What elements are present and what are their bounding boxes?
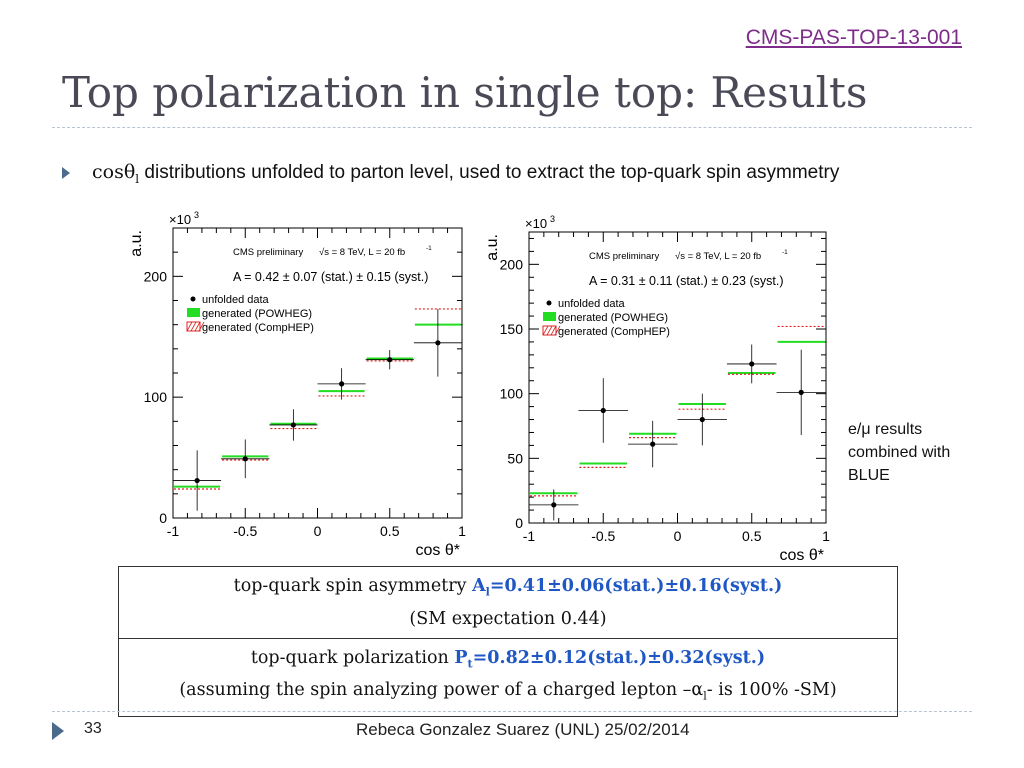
bullet-body: distributions unfolded to parton level, … xyxy=(139,162,840,183)
blue-combination-note: e/μ results combined with BLUE xyxy=(848,421,951,484)
legend-comphep-swatch xyxy=(186,321,201,332)
y-tick-label: 150 xyxy=(500,321,524,337)
bullet-text: cosθl distributions unfolded to parton l… xyxy=(92,158,932,193)
y-multiplier: ×10 xyxy=(525,216,547,231)
footer-arrow-icon xyxy=(52,722,64,740)
x-tick-label: 1 xyxy=(822,528,830,544)
legend-comphep-swatch xyxy=(542,325,557,336)
x-axis-label: cos θ* xyxy=(416,542,460,559)
data-point xyxy=(387,357,393,363)
x-tick-label: 0 xyxy=(674,528,682,544)
cos-theta-symbol: cosθ xyxy=(92,161,136,183)
asymmetry-label: top-quark spin asymmetry xyxy=(233,576,473,596)
legend-comphep-hatch xyxy=(546,325,553,336)
x-tick-label: 0.5 xyxy=(742,528,762,544)
legend-comphep-hatch xyxy=(542,325,549,336)
legend-comphep-label: generated (CompHEP) xyxy=(202,322,314,334)
asymmetry-var: A xyxy=(472,576,486,596)
y-multiplier: ×10 xyxy=(169,212,191,227)
footer-divider xyxy=(52,711,972,712)
polarization-sub: t xyxy=(467,657,473,670)
polarization-label: top-quark polarization xyxy=(250,647,455,668)
legend-data-label: unfolded data xyxy=(202,294,270,306)
x-tick-label: 0 xyxy=(314,523,322,539)
polarization-note-post: - is 100% -SM) xyxy=(706,680,837,700)
x-tick-label: -1 xyxy=(523,528,536,544)
x-tick-label: 0.5 xyxy=(380,523,400,539)
plot-muon-channel: -1 -0.5 0 0.5 1 0 50 100 150 200 a.u. ×10 3 cos θ* CMS… xyxy=(474,208,840,568)
y-tick-label: 200 xyxy=(500,256,524,272)
data-point xyxy=(194,477,200,484)
legend-powheg-swatch xyxy=(543,312,556,321)
data-point xyxy=(339,381,345,387)
y-tick-label: 0 xyxy=(159,510,167,526)
legend-data-marker xyxy=(546,300,552,306)
legend-comphep-hatch xyxy=(186,321,193,332)
legend-powheg-label: generated (POWHEG) xyxy=(558,312,668,324)
data-point xyxy=(798,389,804,395)
data-point xyxy=(699,416,705,423)
title-divider xyxy=(52,127,972,128)
plot-svg-0: -1 -0.5 0 0.5 1 0 100 200 a.u. ×10 3 cos θ* CMS prel… xyxy=(128,210,466,559)
cos-theta-subscript: l xyxy=(135,171,140,186)
bullet-arrow-icon xyxy=(62,167,70,179)
asymmetry-sub: l xyxy=(485,585,490,599)
y-tick-label: 0 xyxy=(515,515,523,531)
y-axis-label: a.u. xyxy=(484,234,501,261)
energy-lumi-label: √s = 8 TeV, L = 20 fb xyxy=(319,247,405,258)
x-tick-label: -0.5 xyxy=(233,523,257,539)
legend-comphep-label: generated (CompHEP) xyxy=(558,326,670,338)
data-point xyxy=(290,422,296,428)
asymmetry-value: =0.41±0.06(stat.)±0.16(syst.) xyxy=(489,576,783,596)
y-tick-label: 100 xyxy=(500,386,524,402)
legend-data-label: unfolded data xyxy=(558,298,626,310)
data-point xyxy=(600,407,606,414)
x-tick-label: -0.5 xyxy=(591,528,615,544)
asymmetry-result-label: A = 0.31 ± 0.11 (stat.) ± 0.23 (syst.) xyxy=(589,274,783,288)
legend-powheg-label: generated (POWHEG) xyxy=(202,308,312,320)
footer-author-date: Rebeca Gonzalez Suarez (UNL) 25/02/2014 xyxy=(356,720,690,739)
lumi-exponent: -1 xyxy=(426,245,432,252)
asymmetry-result-label: A = 0.42 ± 0.07 (stat.) ± 0.15 (syst.) xyxy=(233,270,428,284)
lumi-exponent: -1 xyxy=(782,249,788,256)
x-axis-label: cos θ* xyxy=(780,547,824,564)
data-point xyxy=(435,340,441,346)
legend-comphep-hatch xyxy=(550,325,557,336)
polarization-note-sub: l xyxy=(703,689,707,703)
y-tick-label: 100 xyxy=(144,389,168,405)
data-point xyxy=(551,502,557,508)
legend-comphep-hatch xyxy=(190,321,197,332)
legend-comphep-hatch xyxy=(198,321,205,332)
asymmetry-sm-note: (SM expectation 0.44) xyxy=(409,608,607,629)
data-point xyxy=(749,361,755,367)
y-tick-label: 200 xyxy=(144,268,168,284)
page-number: 33 xyxy=(84,720,102,737)
polarization-note-pre: (assuming the spin analyzing power of a … xyxy=(179,680,704,700)
results-table: top-quark spin asymmetry Al=0.41±0.06(st… xyxy=(118,566,898,717)
source-ref-link[interactable]: CMS-PAS-TOP-13-001 xyxy=(745,26,962,49)
polarization-value: =0.82±0.12(stat.)±0.32(syst.) xyxy=(472,647,766,668)
y-multiplier-exponent: 3 xyxy=(550,214,555,224)
results-row-asymmetry: top-quark spin asymmetry Al=0.41±0.06(st… xyxy=(119,567,897,638)
x-tick-label: 1 xyxy=(458,523,466,539)
legend-powheg-swatch xyxy=(187,308,200,317)
legend-data-marker xyxy=(190,296,196,302)
y-axis-label: a.u. xyxy=(128,230,145,257)
data-point xyxy=(242,456,248,462)
plot-electron-channel: -1 -0.5 0 0.5 1 0 100 200 a.u. ×10 3 cos θ* CMS prel… xyxy=(110,208,474,560)
cms-preliminary-label: CMS preliminary xyxy=(233,247,303,258)
legend-comphep-hatch xyxy=(194,321,201,332)
y-multiplier-exponent: 3 xyxy=(194,210,199,220)
y-tick-label: 50 xyxy=(507,450,523,466)
results-row-polarization: top-quark polarization Pt=0.82±0.12(stat… xyxy=(119,637,897,716)
cms-preliminary-label: CMS preliminary xyxy=(589,251,659,262)
legend-comphep-hatch xyxy=(554,325,561,336)
x-tick-label: -1 xyxy=(167,523,180,539)
energy-lumi-label: √s = 8 TeV, L = 20 fb xyxy=(675,251,761,262)
data-point xyxy=(650,441,656,447)
slide-title: Top polarization in single top: Results xyxy=(62,68,868,117)
polarization-var: P xyxy=(454,647,468,668)
